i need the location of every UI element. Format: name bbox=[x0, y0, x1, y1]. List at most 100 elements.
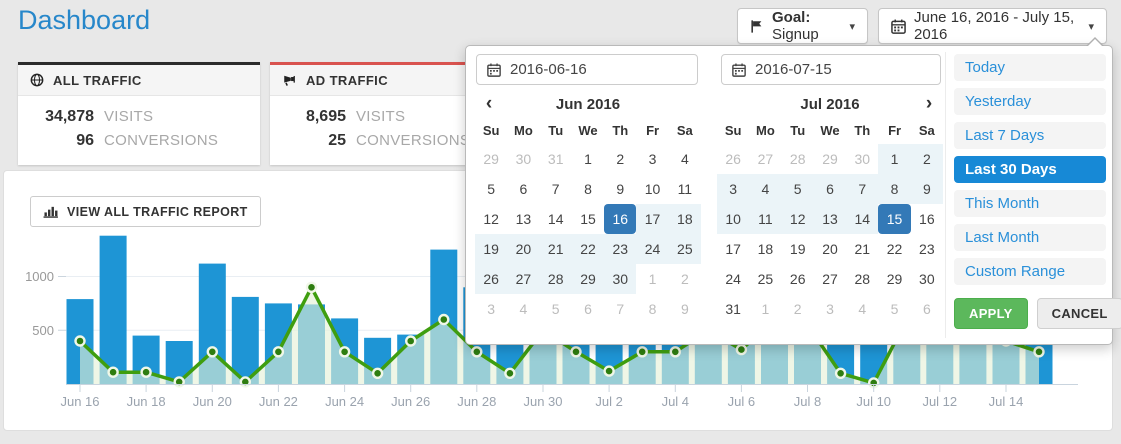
day-cell[interactable]: 2 bbox=[680, 271, 689, 287]
day-cell[interactable]: 27 bbox=[757, 151, 774, 167]
day-cell[interactable]: 28 bbox=[854, 271, 871, 287]
day-cell[interactable]: 25 bbox=[757, 271, 774, 287]
day-cell[interactable]: 3 bbox=[826, 301, 834, 317]
day-cell[interactable]: 30 bbox=[604, 264, 637, 294]
day-cell[interactable]: 7 bbox=[616, 301, 625, 317]
day-cell[interactable]: 28 bbox=[789, 151, 806, 167]
day-cell[interactable]: 11 bbox=[677, 181, 693, 197]
day-cell[interactable]: 24 bbox=[725, 271, 741, 287]
day-cell[interactable]: 8 bbox=[878, 174, 911, 204]
day-cell[interactable]: 4 bbox=[680, 151, 689, 167]
preset-yesterday[interactable]: Yesterday bbox=[954, 88, 1106, 115]
day-cell[interactable]: 31 bbox=[725, 301, 741, 317]
day-cell[interactable]: 26 bbox=[725, 151, 741, 167]
day-cell[interactable]: 17 bbox=[636, 204, 669, 234]
day-cell[interactable]: 29 bbox=[822, 151, 838, 167]
day-cell[interactable]: 3 bbox=[487, 301, 496, 317]
day-cell[interactable]: 9 bbox=[616, 181, 625, 197]
day-cell[interactable]: 30 bbox=[515, 151, 532, 167]
day-cell[interactable]: 4 bbox=[749, 174, 782, 204]
preset-today[interactable]: Today bbox=[954, 54, 1106, 81]
day-cell[interactable]: 6 bbox=[922, 301, 931, 317]
goal-selector-button[interactable]: Goal: Signup ▾ bbox=[737, 8, 868, 44]
day-cell[interactable]: 28 bbox=[539, 264, 572, 294]
day-cell[interactable]: 5 bbox=[551, 301, 560, 317]
day-cell[interactable]: 19 bbox=[475, 234, 508, 264]
day-cell[interactable]: 27 bbox=[507, 264, 540, 294]
day-cell[interactable]: 16 bbox=[919, 211, 935, 227]
day-cell[interactable]: 17 bbox=[725, 241, 741, 257]
day-cell[interactable]: 8 bbox=[648, 301, 657, 317]
day-cell[interactable]: 2 bbox=[910, 144, 943, 174]
day-cell[interactable]: 26 bbox=[789, 271, 806, 287]
day-cell[interactable]: 16 bbox=[604, 204, 637, 234]
date-range-button[interactable]: June 16, 2016 - July 15, 2016 ▾ bbox=[878, 8, 1107, 44]
day-cell[interactable]: 30 bbox=[854, 151, 871, 167]
preset-last-30-days[interactable]: Last 30 Days bbox=[954, 156, 1106, 183]
day-cell[interactable]: 31 bbox=[547, 151, 564, 167]
preset-this-month[interactable]: This Month bbox=[954, 190, 1106, 217]
day-cell[interactable]: 22 bbox=[886, 241, 903, 257]
preset-last-7-days[interactable]: Last 7 Days bbox=[954, 122, 1106, 149]
apply-button[interactable]: APPLY bbox=[954, 298, 1028, 329]
day-cell[interactable]: 18 bbox=[668, 204, 701, 234]
day-cell[interactable]: 24 bbox=[636, 234, 669, 264]
day-cell[interactable]: 15 bbox=[878, 204, 911, 234]
day-cell[interactable]: 7 bbox=[846, 174, 879, 204]
day-cell[interactable]: 10 bbox=[644, 181, 661, 197]
day-cell[interactable]: 18 bbox=[757, 241, 774, 257]
day-cell[interactable]: 12 bbox=[483, 211, 499, 227]
day-cell[interactable]: 21 bbox=[539, 234, 572, 264]
prev-month-button[interactable]: ‹ bbox=[485, 93, 493, 114]
day-cell[interactable]: 9 bbox=[680, 301, 689, 317]
day-cell[interactable]: 15 bbox=[580, 211, 596, 227]
end-date-input[interactable]: 2016-07-15 bbox=[721, 54, 941, 85]
day-cell[interactable]: 5 bbox=[781, 174, 814, 204]
next-month-button[interactable]: › bbox=[925, 93, 933, 114]
day-cell[interactable]: 6 bbox=[584, 301, 592, 317]
day-cell[interactable]: 23 bbox=[919, 241, 935, 257]
day-cell[interactable]: 30 bbox=[919, 271, 935, 287]
day-cell[interactable]: 4 bbox=[858, 301, 867, 317]
day-cell[interactable]: 20 bbox=[507, 234, 540, 264]
day-cell[interactable]: 13 bbox=[813, 204, 847, 234]
day-cell[interactable]: 10 bbox=[717, 204, 750, 234]
day-cell[interactable]: 19 bbox=[789, 241, 806, 257]
day-cell[interactable]: 20 bbox=[822, 241, 838, 257]
day-cell[interactable]: 11 bbox=[749, 204, 782, 234]
day-cell[interactable]: 1 bbox=[584, 151, 592, 167]
day-cell[interactable]: 1 bbox=[878, 144, 911, 174]
start-date-input[interactable]: 2016-06-16 bbox=[476, 54, 698, 85]
day-cell[interactable]: 21 bbox=[854, 241, 871, 257]
day-cell[interactable]: 1 bbox=[648, 271, 657, 287]
day-cell[interactable]: 29 bbox=[886, 271, 903, 287]
day-cell[interactable]: 22 bbox=[571, 234, 605, 264]
day-cell[interactable]: 12 bbox=[781, 204, 814, 234]
day-cell[interactable]: 2 bbox=[793, 301, 802, 317]
day-cell[interactable]: 26 bbox=[475, 264, 508, 294]
day-cell[interactable]: 5 bbox=[890, 301, 899, 317]
view-all-traffic-report-button[interactable]: VIEW ALL TRAFFIC REPORT bbox=[30, 196, 261, 227]
day-cell[interactable]: 9 bbox=[910, 174, 943, 204]
day-cell[interactable]: 4 bbox=[519, 301, 528, 317]
day-cell[interactable]: 25 bbox=[668, 234, 701, 264]
cancel-button[interactable]: CANCEL bbox=[1036, 298, 1121, 329]
day-cell[interactable]: 14 bbox=[547, 211, 564, 227]
preset-custom-range[interactable]: Custom Range bbox=[954, 258, 1106, 285]
day-cell[interactable]: 27 bbox=[822, 271, 838, 287]
day-cell[interactable]: 29 bbox=[483, 151, 499, 167]
day-cell[interactable]: 3 bbox=[717, 174, 750, 204]
day-cell[interactable]: 5 bbox=[487, 181, 496, 197]
day-cell[interactable]: 6 bbox=[813, 174, 847, 204]
preset-last-month[interactable]: Last Month bbox=[954, 224, 1106, 251]
day-cell[interactable]: 13 bbox=[515, 211, 532, 227]
day-cell[interactable]: 3 bbox=[648, 151, 657, 167]
day-cell[interactable]: 14 bbox=[846, 204, 879, 234]
day-cell[interactable]: 8 bbox=[584, 181, 592, 197]
day-cell[interactable]: 23 bbox=[604, 234, 637, 264]
day-cell[interactable]: 6 bbox=[519, 181, 528, 197]
day-cell[interactable]: 2 bbox=[616, 151, 625, 167]
day-cell[interactable]: 1 bbox=[761, 301, 770, 317]
day-cell[interactable]: 29 bbox=[571, 264, 605, 294]
day-cell[interactable]: 7 bbox=[551, 181, 560, 197]
